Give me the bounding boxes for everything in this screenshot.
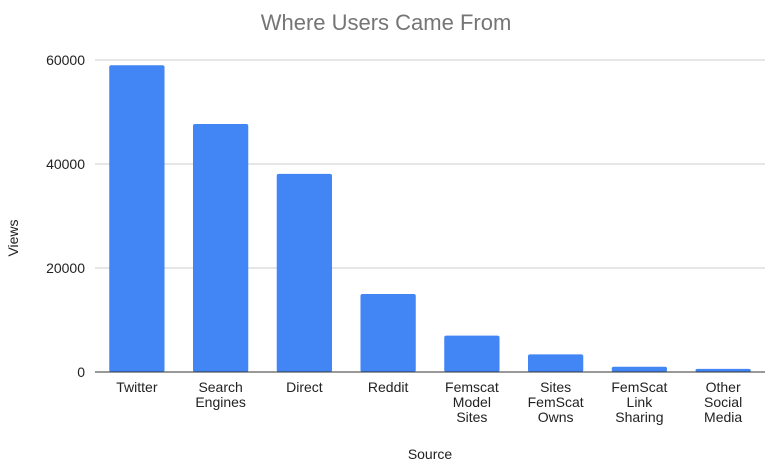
bar-6 [611, 366, 668, 372]
y-tick-labels: 0 20000 40000 60000 [46, 52, 85, 380]
x-category-label-5: Sites FemScat Owns [528, 379, 584, 425]
x-category-label-3: Reddit [368, 379, 409, 395]
x-category-label-line: Sharing [615, 409, 663, 425]
y-tick-label-0: 0 [77, 364, 85, 380]
x-category-label-line: Twitter [116, 379, 158, 395]
x-category-label-line: Sites [540, 379, 571, 395]
x-category-label-line: Reddit [368, 379, 409, 395]
bars [109, 65, 751, 373]
y-tick-label-3: 60000 [46, 52, 85, 68]
x-category-label-0: Twitter [116, 379, 158, 395]
x-category-label-line: FemScat [611, 379, 667, 395]
y-axis-title: Views [5, 219, 21, 256]
bar-2 [276, 173, 333, 372]
x-category-label-7: Other Social Media [704, 379, 742, 425]
x-category-label-line: Link [627, 394, 654, 410]
x-category-label-line: Other [706, 379, 741, 395]
y-tick-label-1: 20000 [46, 260, 85, 276]
x-category-label-line: Sites [456, 409, 487, 425]
y-tick-label-2: 40000 [46, 156, 85, 172]
x-category-label-line: Engines [195, 394, 246, 410]
x-category-label-line: Femscat [445, 379, 499, 395]
bar-3 [360, 294, 416, 372]
x-category-label-4: Femscat Model Sites [445, 379, 499, 425]
x-category-label-line: Direct [286, 379, 323, 395]
x-category-label-line: FemScat [528, 394, 584, 410]
x-axis-title: Source [408, 446, 453, 462]
chart-title: Where Users Came From [261, 10, 512, 35]
x-category-label-2: Direct [286, 379, 323, 395]
bar-1 [192, 123, 249, 373]
x-category-label-line: Media [704, 409, 742, 425]
bar-5 [527, 354, 584, 372]
x-category-label-1: Search Engines [195, 379, 246, 410]
x-category-label-line: Owns [538, 409, 574, 425]
x-category-label-line: Model [453, 394, 491, 410]
bar-4 [444, 335, 500, 372]
x-category-label-line: Search [198, 379, 242, 395]
bar-0 [109, 65, 165, 372]
bar-7 [695, 368, 751, 372]
x-category-label-line: Social [704, 394, 742, 410]
x-category-label-6: FemScat Link Sharing [611, 379, 667, 425]
